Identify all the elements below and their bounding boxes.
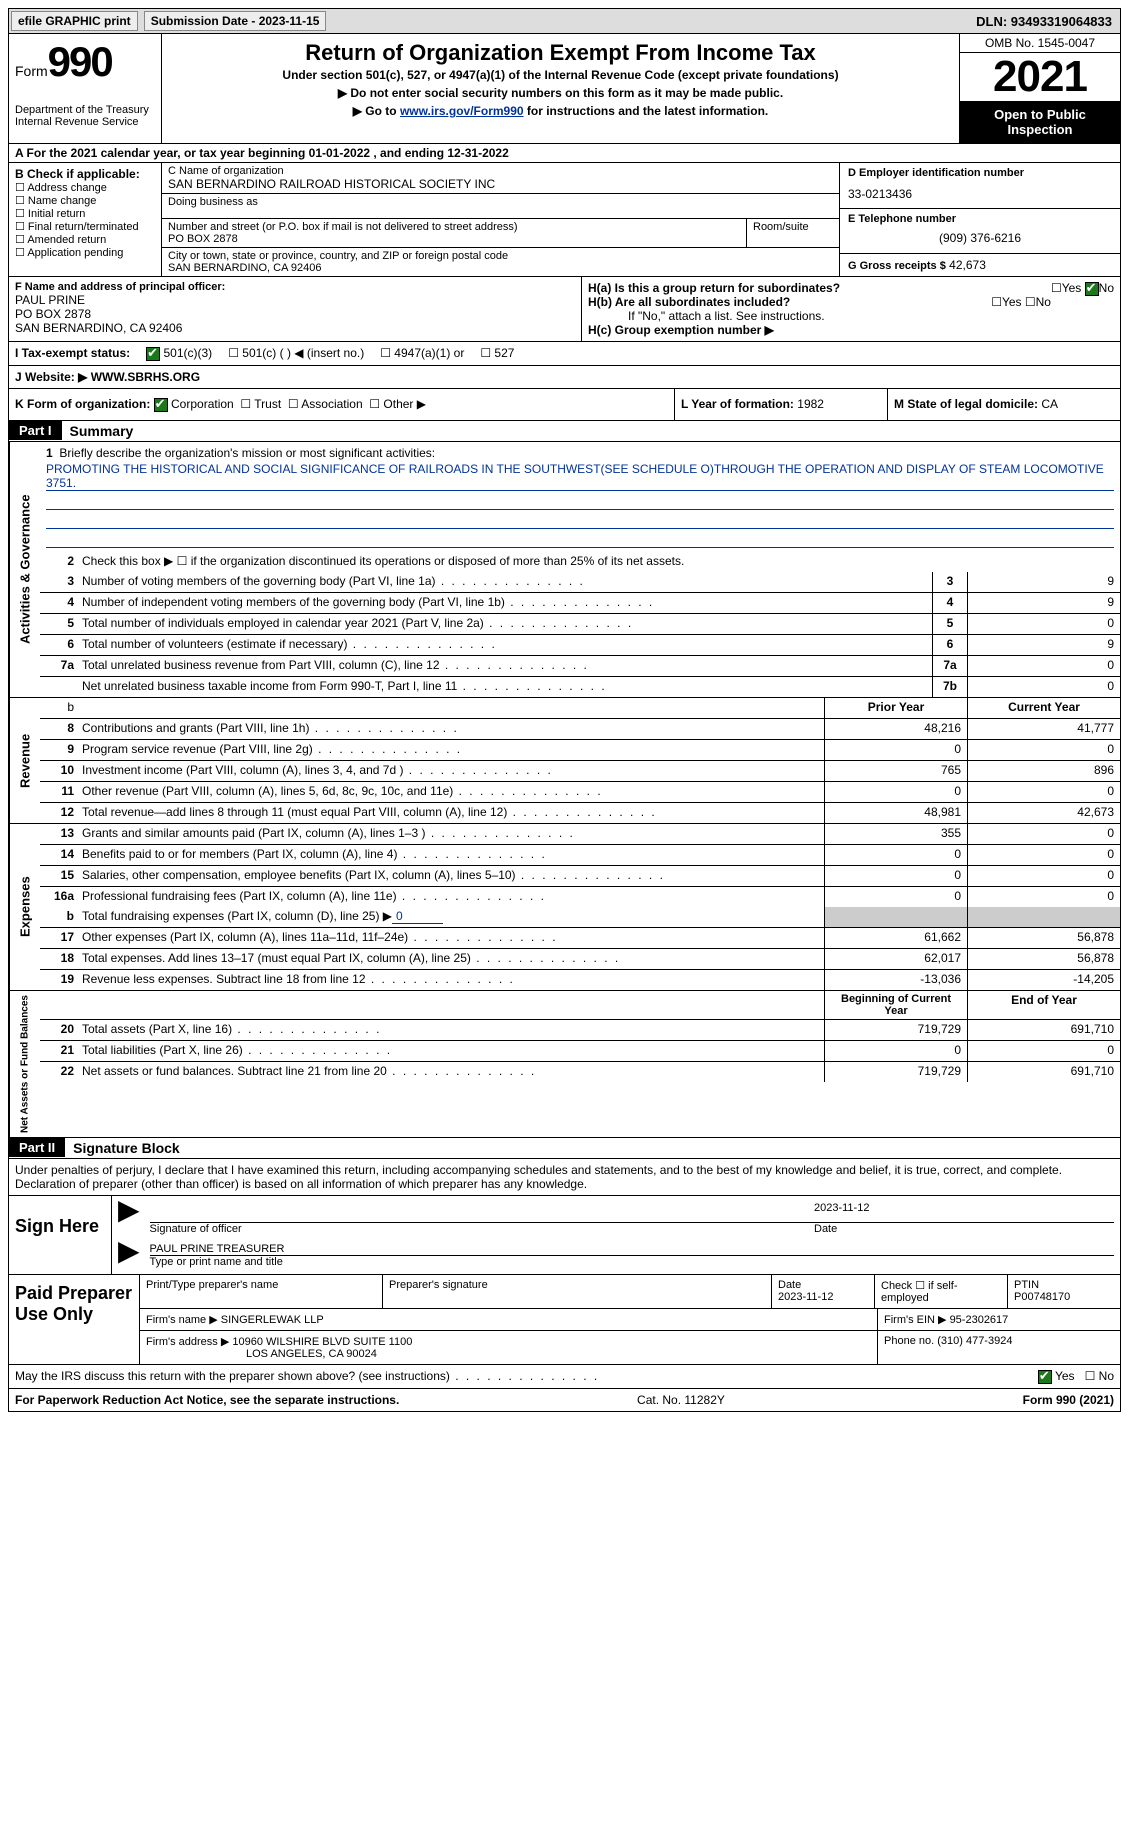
top-bar: efile GRAPHIC print Submission Date - 20…: [8, 8, 1121, 34]
room-label: Room/suite: [746, 219, 839, 248]
footer: For Paperwork Reduction Act Notice, see …: [8, 1389, 1121, 1412]
no-checkbox: [1085, 282, 1099, 296]
discuss-row: May the IRS discuss this return with the…: [8, 1365, 1121, 1389]
form-header: Form990 Department of the Treasury Inter…: [8, 34, 1121, 144]
section-f: F Name and address of principal officer:…: [9, 277, 582, 341]
table-row: 13Grants and similar amounts paid (Part …: [40, 824, 1120, 845]
ein-label: D Employer identification number: [848, 167, 1112, 179]
gov-line: 7aTotal unrelated business revenue from …: [40, 656, 1120, 677]
tax-year: 2021: [960, 53, 1120, 101]
table-row: 12Total revenue—add lines 8 through 11 (…: [40, 803, 1120, 823]
gov-line: 3Number of voting members of the governi…: [40, 572, 1120, 593]
table-row: 15Salaries, other compensation, employee…: [40, 866, 1120, 887]
tel-label: E Telephone number: [848, 213, 1112, 225]
subtitle-1: Under section 501(c), 527, or 4947(a)(1)…: [170, 68, 951, 82]
row-a: A For the 2021 calendar year, or tax yea…: [8, 144, 1121, 163]
part1-label: Part I: [9, 421, 62, 440]
website-row: J Website: ▶ WWW.SBRHS.ORG: [8, 366, 1121, 389]
paid-preparer-block: Paid Preparer Use Only Print/Type prepar…: [8, 1275, 1121, 1365]
ein: 33-0213436: [848, 187, 1112, 201]
subtitle-3: ▶ Go to www.irs.gov/Form990 for instruct…: [170, 104, 951, 118]
table-row: 16aProfessional fundraising fees (Part I…: [40, 887, 1120, 907]
side-expenses: Expenses: [9, 824, 40, 990]
gross-label: G Gross receipts $: [848, 260, 946, 272]
501c3-checkbox: [146, 347, 160, 361]
sign-here-block: Sign Here ▶ 2023-11-12 Signature of offi…: [8, 1196, 1121, 1275]
part1-title: Summary: [62, 421, 142, 441]
city: SAN BERNARDINO, CA 92406: [168, 262, 321, 274]
part2-label: Part II: [9, 1138, 65, 1157]
section-deg: D Employer identification number 33-0213…: [839, 163, 1120, 276]
signature-declaration: Under penalties of perjury, I declare th…: [8, 1159, 1121, 1196]
block-fh: F Name and address of principal officer:…: [8, 277, 1121, 342]
table-row: 18Total expenses. Add lines 13–17 (must …: [40, 949, 1120, 970]
tax-status-row: I Tax-exempt status: 501(c)(3) ☐ 501(c) …: [8, 342, 1121, 366]
form-prefix: Form: [15, 63, 48, 79]
dln: DLN: 93493319064833: [976, 14, 1118, 29]
table-row: 9Program service revenue (Part VIII, lin…: [40, 740, 1120, 761]
gov-line: 6Total number of volunteers (estimate if…: [40, 635, 1120, 656]
public-inspection: Open to Public Inspection: [960, 101, 1120, 143]
gov-line: 5Total number of individuals employed in…: [40, 614, 1120, 635]
governance-section: Activities & Governance 1 Briefly descri…: [8, 442, 1121, 698]
expenses-section: Expenses 13Grants and similar amounts pa…: [8, 824, 1121, 991]
row-klm: K Form of organization: Corporation ☐ Tr…: [8, 389, 1121, 421]
gross-receipts: 42,673: [949, 258, 986, 272]
table-row: 22Net assets or fund balances. Subtract …: [40, 1062, 1120, 1082]
mission-block: 1 Briefly describe the organization's mi…: [40, 442, 1120, 552]
corp-checkbox: [154, 398, 168, 412]
street-label: Number and street (or P.O. box if mail i…: [168, 221, 518, 233]
gov-line: 4Number of independent voting members of…: [40, 593, 1120, 614]
gov-line: Net unrelated business taxable income fr…: [40, 677, 1120, 697]
table-row: 8Contributions and grants (Part VIII, li…: [40, 719, 1120, 740]
telephone: (909) 376-6216: [848, 231, 1112, 245]
section-b: B Check if applicable: ☐ Address change …: [9, 163, 162, 276]
header-block-bcd: B Check if applicable: ☐ Address change …: [8, 163, 1121, 277]
side-governance: Activities & Governance: [9, 442, 40, 697]
table-row: 21Total liabilities (Part X, line 26)00: [40, 1041, 1120, 1062]
table-row: 19Revenue less expenses. Subtract line 1…: [40, 970, 1120, 990]
section-c: C Name of organization SAN BERNARDINO RA…: [162, 163, 839, 276]
org-name-label: C Name of organization: [168, 165, 284, 177]
part2-title: Signature Block: [65, 1138, 188, 1158]
dba-label: Doing business as: [162, 194, 839, 219]
discuss-yes-checkbox: [1038, 1370, 1052, 1384]
side-netassets: Net Assets or Fund Balances: [9, 991, 40, 1137]
section-h: H(a) Is this a group return for subordin…: [582, 277, 1120, 341]
table-row: 20Total assets (Part X, line 16)719,7296…: [40, 1020, 1120, 1041]
side-revenue: Revenue: [9, 698, 40, 823]
mission-text: PROMOTING THE HISTORICAL AND SOCIAL SIGN…: [46, 462, 1114, 491]
street: PO BOX 2878: [168, 233, 238, 245]
department: Department of the Treasury Internal Reve…: [15, 104, 155, 128]
omb-number: OMB No. 1545-0047: [960, 34, 1120, 53]
table-row: 11Other revenue (Part VIII, column (A), …: [40, 782, 1120, 803]
submission-date: Submission Date - 2023-11-15: [144, 11, 327, 31]
city-label: City or town, state or province, country…: [168, 250, 508, 262]
efile-button[interactable]: efile GRAPHIC print: [11, 11, 138, 31]
form-title: Return of Organization Exempt From Incom…: [170, 38, 951, 68]
table-row: 10Investment income (Part VIII, column (…: [40, 761, 1120, 782]
website-url: WWW.SBRHS.ORG: [91, 370, 200, 384]
form-number: 990: [48, 38, 112, 85]
netassets-section: Net Assets or Fund Balances Beginning of…: [8, 991, 1121, 1138]
subtitle-2: ▶ Do not enter social security numbers o…: [170, 86, 951, 100]
table-row: 14Benefits paid to or for members (Part …: [40, 845, 1120, 866]
part2-header-row: Part II Signature Block: [8, 1138, 1121, 1159]
part1-header-row: Part I Summary: [8, 421, 1121, 442]
form990-link[interactable]: www.irs.gov/Form990: [400, 104, 524, 118]
org-name: SAN BERNARDINO RAILROAD HISTORICAL SOCIE…: [168, 177, 495, 191]
revenue-section: Revenue b Prior Year Current Year 8Contr…: [8, 698, 1121, 824]
table-row: 17Other expenses (Part IX, column (A), l…: [40, 928, 1120, 949]
